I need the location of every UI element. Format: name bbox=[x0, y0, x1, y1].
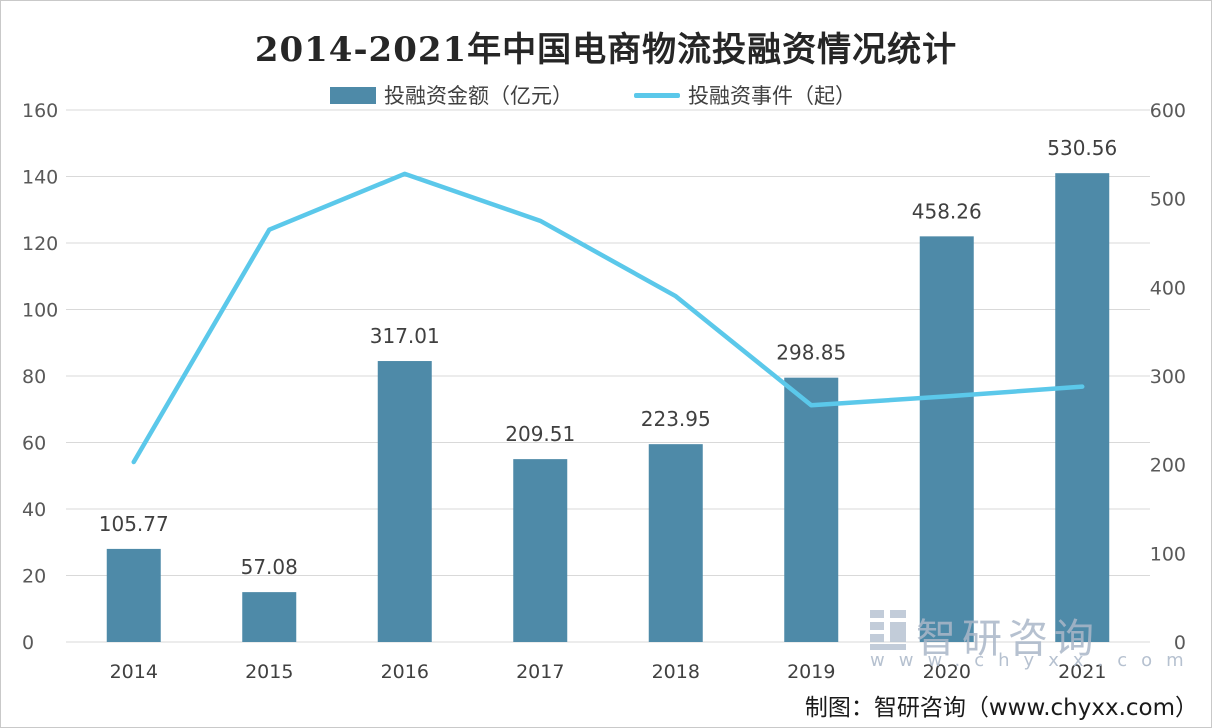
legend: 投融资金额（亿元） 投融资事件（起） bbox=[0, 80, 1212, 108]
x-tick-label: 2019 bbox=[787, 661, 835, 683]
bar bbox=[513, 459, 568, 642]
y-left-tick-label: 120 bbox=[22, 233, 58, 255]
legend-label-events: 投融资事件（起） bbox=[688, 84, 856, 108]
line-series bbox=[131, 171, 1085, 465]
y-left-tick-label: 40 bbox=[22, 499, 46, 521]
x-tick-label: 2015 bbox=[245, 661, 293, 683]
bar-data-label: 57.08 bbox=[241, 555, 298, 579]
y-right-tick-label: 200 bbox=[1150, 455, 1186, 477]
bar bbox=[106, 548, 161, 642]
y-left-tick-label: 140 bbox=[22, 167, 58, 189]
y-left-tick-label: 60 bbox=[22, 433, 46, 455]
legend-bar-swatch bbox=[330, 86, 376, 104]
bar bbox=[784, 377, 839, 642]
bar-data-label: 209.51 bbox=[505, 422, 575, 446]
bar-series bbox=[106, 173, 1110, 643]
y-right-tick-label: 400 bbox=[1150, 277, 1186, 299]
bar-data-label: 105.77 bbox=[99, 512, 169, 536]
gridlines bbox=[66, 109, 1150, 643]
y-right-tick-label: 0 bbox=[1174, 632, 1186, 654]
bar-data-label: 223.95 bbox=[641, 407, 711, 431]
chart-title: 2014-2021年中国电商物流投融资情况统计 bbox=[254, 30, 958, 70]
y-left-tick-label: 0 bbox=[22, 632, 34, 654]
watermark-logo-icon bbox=[870, 610, 906, 650]
axes: 0 20 40 60 80 100 120 140 160 0 100 200 300 400 500 600… bbox=[22, 100, 1186, 683]
bar-data-label: 317.01 bbox=[370, 324, 440, 348]
bar-data-label: 298.85 bbox=[776, 341, 846, 365]
source-note: 制图：智研咨询（www.chyxx.com） bbox=[804, 695, 1198, 721]
bar bbox=[377, 361, 432, 642]
x-tick-label: 2016 bbox=[381, 661, 429, 683]
legend-label-amount: 投融资金额（亿元） bbox=[384, 84, 573, 108]
bar bbox=[242, 592, 297, 642]
bar bbox=[1055, 173, 1110, 643]
x-tick-label: 2017 bbox=[516, 661, 564, 683]
y-left-tick-label: 100 bbox=[22, 300, 58, 322]
bar bbox=[919, 236, 974, 642]
legend-line-swatch bbox=[634, 92, 680, 98]
events-line bbox=[131, 171, 1085, 465]
x-tick-label: 2018 bbox=[652, 661, 700, 683]
bar bbox=[648, 444, 703, 642]
y-right-tick-label: 500 bbox=[1150, 189, 1186, 211]
legend-item-amount: 投融资金额（亿元） bbox=[330, 80, 573, 110]
y-left-tick-label: 160 bbox=[22, 100, 58, 122]
x-tick-label: 2020 bbox=[923, 661, 971, 683]
y-right-tick-label: 300 bbox=[1150, 366, 1186, 388]
watermark-text: 智研咨询 bbox=[916, 616, 1100, 662]
data-labels: 105.77 57.08 317.01 209.51 223.95 298.85 458.2… bbox=[99, 136, 1117, 579]
watermark: 智研咨询 www.chyxx.com bbox=[868, 606, 1188, 671]
y-right-tick-label: 600 bbox=[1150, 100, 1186, 122]
y-left-tick-label: 80 bbox=[22, 366, 46, 388]
bar-data-label: 458.26 bbox=[912, 199, 982, 223]
legend-item-events: 投融资事件（起） bbox=[634, 80, 856, 110]
y-right-tick-label: 100 bbox=[1150, 543, 1186, 565]
x-tick-label: 2014 bbox=[110, 661, 158, 683]
y-left-tick-label: 20 bbox=[22, 566, 46, 588]
bar-data-label: 530.56 bbox=[1047, 136, 1117, 160]
x-tick-label: 2021 bbox=[1058, 661, 1106, 683]
watermark-url: www.chyxx.com bbox=[870, 650, 1198, 671]
